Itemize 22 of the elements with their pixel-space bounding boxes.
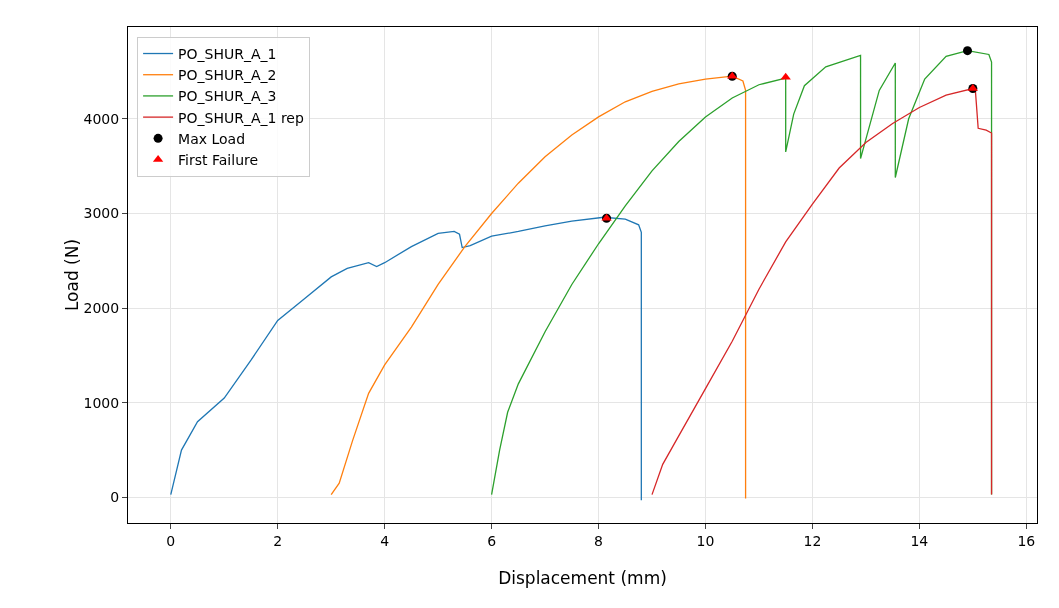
y-tick-label: 0 <box>110 489 120 506</box>
x-tick-label: 16 <box>1017 532 1036 549</box>
legend-label: Max Load <box>178 130 246 147</box>
x-tick-label: 8 <box>594 532 603 549</box>
legend-label: PO_SHUR_A_3 <box>178 88 277 105</box>
y-tick-label: 3000 <box>83 205 120 222</box>
legend-label: PO_SHUR_A_2 <box>178 67 277 84</box>
legend-label: PO_SHUR_A_1 rep <box>178 109 304 126</box>
y-axis-title: Load (N) <box>61 238 82 312</box>
x-tick-label: 10 <box>696 532 715 549</box>
x-tick-label: 2 <box>273 532 283 549</box>
y-tick-label: 4000 <box>83 110 120 127</box>
x-tick-label: 4 <box>380 532 390 549</box>
legend-label: PO_SHUR_A_1 <box>178 45 277 62</box>
x-tick-label: 14 <box>910 532 929 549</box>
x-tick-label: 6 <box>487 532 497 549</box>
legend-label: First Failure <box>178 151 259 168</box>
x-tick-label: 0 <box>166 532 176 549</box>
y-tick-label: 2000 <box>83 300 120 317</box>
y-tick-label: 1000 <box>83 394 120 411</box>
x-axis-title: Displacement (mm) <box>498 568 667 588</box>
x-tick-label: 12 <box>803 532 822 549</box>
